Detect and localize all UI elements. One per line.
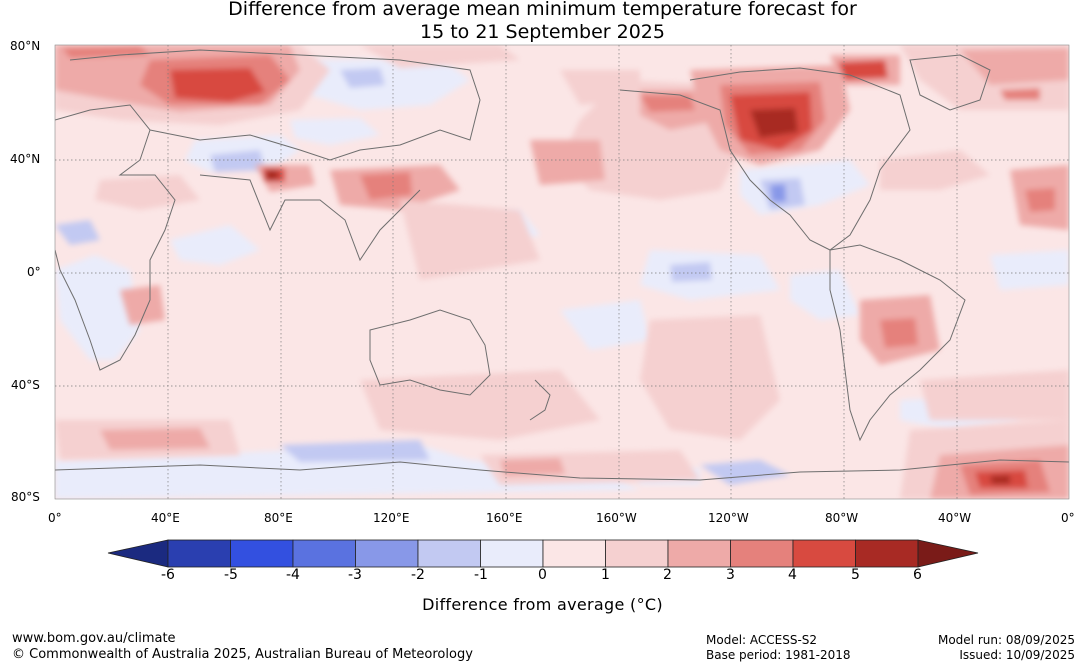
lon-label-0-right: 0° [1061, 511, 1075, 525]
colorbar-tick-label: 3 [726, 567, 735, 583]
lon-label-160e: 160°E [486, 511, 523, 525]
colorbar-swatch [167, 539, 231, 568]
gridlines [55, 45, 1069, 499]
footer-model-run: Model run: 08/09/2025 [937, 633, 1075, 647]
colorbar-tick-label: 1 [601, 567, 610, 583]
lon-label-80e: 80°E [264, 511, 293, 525]
lon-label-160w: 160°W [596, 511, 637, 525]
footer-issued: Issued: 10/09/2025 [959, 648, 1075, 662]
coastline-australia [369, 309, 491, 396]
coastline-new-zealand [529, 379, 551, 421]
lon-label-80w: 80°W [825, 511, 859, 525]
colorbar-swatch [792, 539, 856, 568]
colorbar-extend-low [107, 539, 169, 568]
lon-label-0-left: 0° [48, 511, 62, 525]
lat-label-40n: 40°N [10, 152, 41, 166]
colorbar-tick-label: 4 [788, 567, 797, 583]
colorbar-tick-label: -1 [474, 567, 488, 583]
coastline-south-america [829, 244, 966, 442]
map-title-line-1: Difference from average mean minimum tem… [228, 0, 857, 20]
colorbar-swatch [355, 539, 419, 568]
colorbar-swatch [230, 539, 294, 568]
lon-label-40w: 40°W [938, 511, 972, 525]
warm-anomaly-regions [55, 45, 1069, 499]
footer-website: www.bom.gov.au/climate [12, 631, 176, 646]
lat-label-equator: 0° [27, 265, 41, 279]
colorbar-swatch [417, 539, 481, 568]
colorbar-swatch [605, 539, 669, 568]
colorbar-tick-label: 6 [913, 567, 922, 583]
cool-anomaly-regions [55, 58, 1069, 499]
colorbar-tick-label: -2 [411, 567, 425, 583]
lon-label-120w: 120°W [708, 511, 749, 525]
colorbar-title: Difference from average (°C) [422, 595, 663, 614]
lon-label-40e: 40°E [151, 511, 180, 525]
coastlines [55, 49, 1069, 481]
lon-label-120e: 120°E [373, 511, 410, 525]
coastline-africa-europe [55, 104, 176, 371]
map-title-line-2: 15 to 21 September 2025 [420, 21, 665, 43]
colorbar-tick-label: -6 [161, 567, 175, 583]
colorbar-tick-label: -4 [286, 567, 300, 583]
coastline-greenland [909, 54, 991, 111]
colorbar-tick-label: -5 [224, 567, 238, 583]
colorbar-swatch [292, 539, 356, 568]
lat-label-80n: 80°N [10, 39, 41, 53]
footer-model: Model: ACCESS-S2 [706, 633, 818, 647]
footer-attribution: www.bom.gov.au/climate © Commonwealth of… [12, 631, 473, 663]
coastline-south-asia [199, 174, 421, 262]
coastline-antarctica [55, 459, 1069, 481]
lat-label-80s: 80°S [11, 490, 40, 504]
colorbar-tick-label: 5 [851, 567, 860, 583]
lat-label-40s: 40°S [11, 378, 40, 392]
coastline-asia [69, 49, 481, 161]
colorbar-extend-high [917, 539, 979, 568]
colorbar-swatch [480, 539, 544, 568]
colorbar-swatch [542, 539, 606, 568]
colorbar-tick-label: 0 [538, 567, 547, 583]
footer-copyright: © Commonwealth of Australia 2025, Austra… [12, 647, 473, 662]
map-frame [54, 44, 1070, 500]
footer-run-info: Model run: 08/09/2025 Issued: 10/09/2025 [938, 633, 1075, 663]
colorbar-swatch [855, 539, 919, 568]
footer-base-period: Base period: 1981-2018 [706, 648, 851, 662]
colorbar-tick-label: -3 [348, 567, 362, 583]
colorbar-tick-label: 2 [663, 567, 672, 583]
coastline-north-america [619, 67, 911, 251]
footer-model-info: Model: ACCESS-S2 Base period: 1981-2018 [706, 633, 851, 663]
colorbar-swatch [667, 539, 731, 568]
colorbar-swatch [730, 539, 794, 568]
